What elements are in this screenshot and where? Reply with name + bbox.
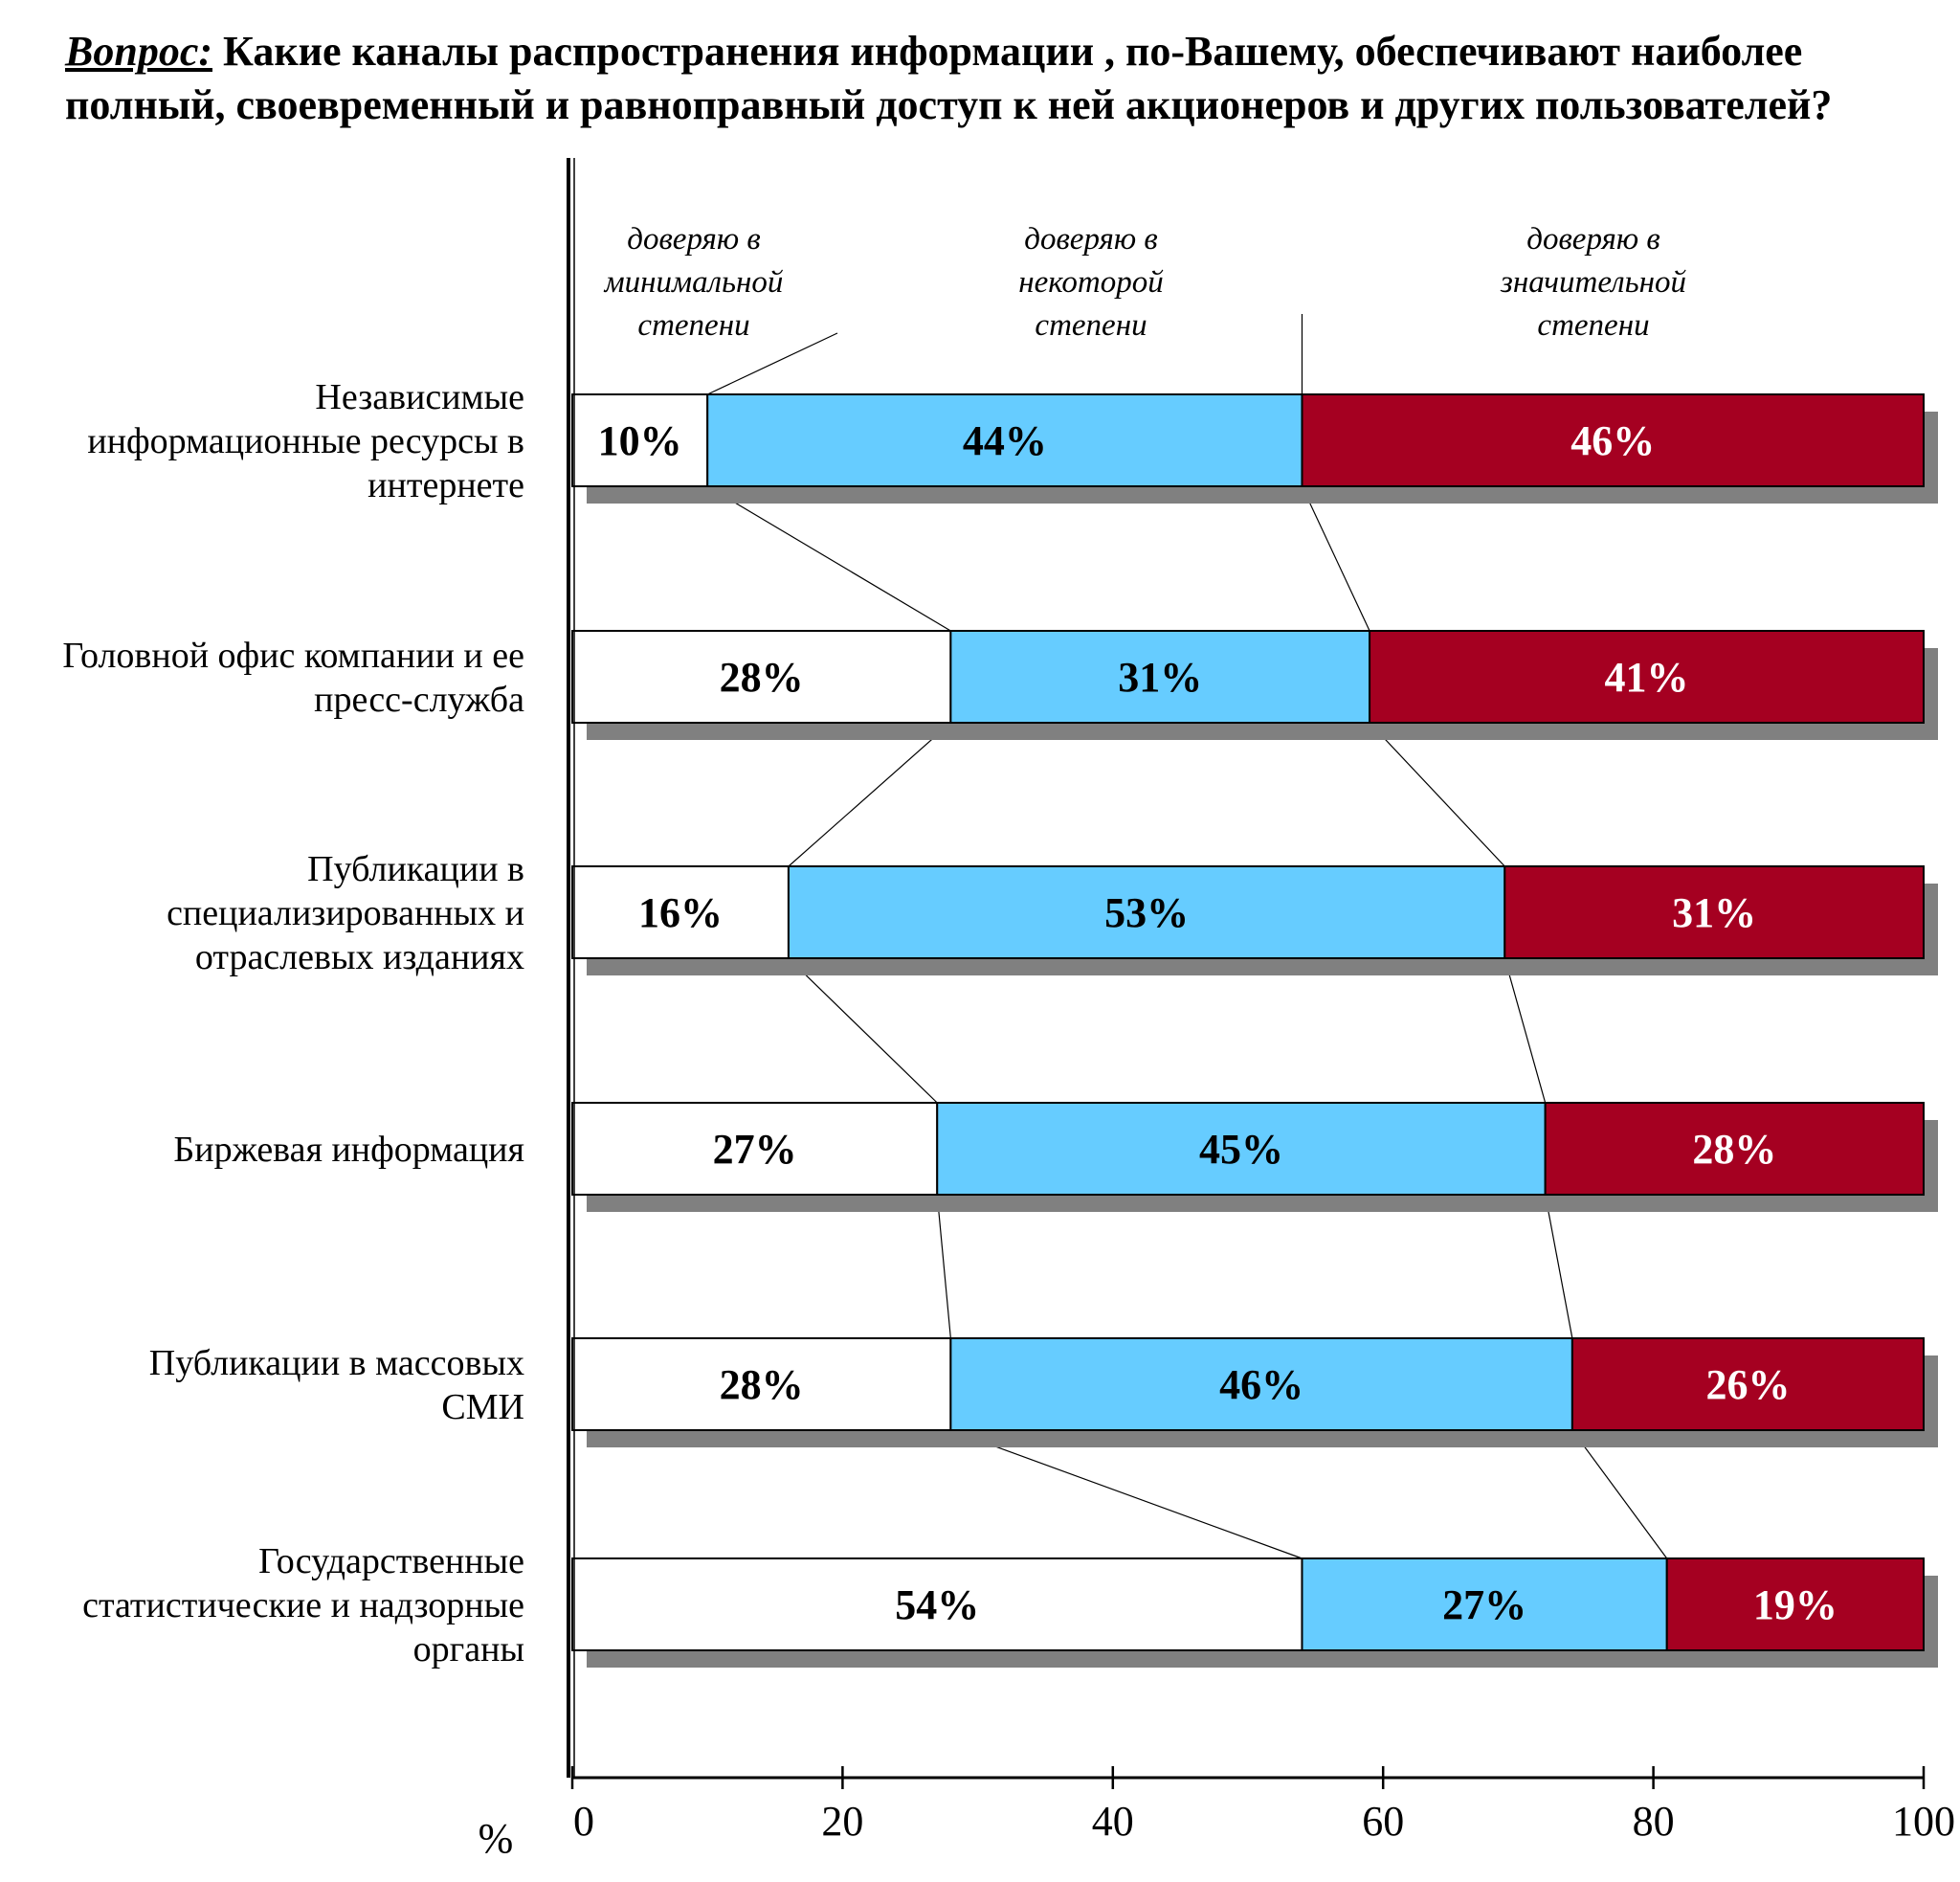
series-header-line: доверяю в [1526, 222, 1659, 257]
series-header-line: доверяю в [627, 222, 760, 257]
category-label-line: статистические и надзорные [82, 1585, 524, 1625]
bar-segment-some [787, 865, 1506, 959]
series-header-line: степени [1035, 308, 1147, 343]
segment-label: 45% [1199, 1126, 1283, 1173]
series-header-significant: доверяю в значительной степени [1500, 222, 1686, 343]
bar-segment-some [949, 630, 1371, 724]
connector-line [1369, 722, 1505, 867]
segment-label: 16% [638, 889, 723, 936]
x-tick-label: 20 [821, 1798, 863, 1845]
bar-segments [571, 393, 1926, 1651]
question-text: Какие каналы распространения информации … [65, 28, 1833, 128]
category-label-line: пресс-служба [314, 680, 524, 720]
segment-label: 46% [1219, 1361, 1303, 1408]
category-label: Независимые информационные ресурсы в интер… [87, 377, 524, 505]
bar-segment-some [936, 1102, 1547, 1196]
series-header-line: значительной [1500, 265, 1686, 300]
category-label-line: информационные ресурсы в [87, 421, 524, 461]
x-tick-label: 40 [1092, 1798, 1134, 1845]
series-header-line: некоторой [1018, 265, 1164, 300]
question-title: Вопрос: Какие каналы распространения инф… [65, 25, 1922, 132]
segment-label: 53% [1104, 889, 1189, 936]
segment-label: 28% [720, 654, 804, 701]
category-label: Государственные статистические и надзорны… [82, 1541, 524, 1669]
category-label-line: Биржевая информация [173, 1130, 524, 1170]
series-header-line: минимальной [604, 265, 784, 300]
connector-line [1571, 1429, 1668, 1559]
bar-segment-minimal [571, 1557, 1303, 1651]
connector-line [1503, 957, 1547, 1104]
segment-label: 46% [1570, 417, 1655, 464]
bar-segment-minimal [571, 1102, 939, 1196]
category-labels: Независимые информационные ресурсы в интер… [62, 377, 524, 1669]
segment-label: 31% [1118, 654, 1202, 701]
bar-shadows [587, 412, 1938, 1668]
segment-label: 54% [895, 1581, 979, 1628]
x-tick-label: 100 [1892, 1798, 1955, 1845]
segment-label: 28% [1692, 1126, 1776, 1173]
connector-line [788, 957, 938, 1104]
category-label: Биржевая информация [173, 1130, 524, 1170]
x-tick-label: 0 [573, 1798, 594, 1845]
segment-label: 27% [1442, 1581, 1526, 1628]
bar-segment-some [949, 1337, 1573, 1431]
segment-label: 31% [1672, 889, 1756, 936]
segment-label: 41% [1605, 654, 1689, 701]
connector-lines [706, 314, 1668, 1559]
header-leader-line [706, 332, 838, 395]
connector-line [936, 1194, 951, 1339]
series-header-line: степени [1537, 308, 1649, 343]
question-label: Вопрос: [65, 28, 212, 75]
category-label-line: Публикации в [307, 849, 524, 889]
category-label-line: интернете [368, 465, 524, 505]
series-header-minimal: доверяю в минимальной степени [604, 222, 784, 343]
bar-segment-minimal [571, 630, 952, 724]
bar-segment-minimal [571, 393, 709, 487]
series-headers: доверяю в минимальной степени доверяю в неко… [604, 222, 1687, 343]
category-label-line: специализированных и [167, 893, 524, 933]
connector-line [1545, 1194, 1573, 1339]
bar-segment-significant [1570, 1337, 1925, 1431]
category-label: Публикации в массовых СМИ [149, 1343, 524, 1427]
category-label-line: органы [413, 1629, 524, 1669]
category-label-line: Головной офис компании и ее [62, 636, 524, 676]
segment-labels: 10% 44% 46% 28% 31% 41% 16% 53% 31% 27% 45% 28% 28% 4… [598, 417, 1838, 1628]
category-label-line: Государственные [258, 1541, 524, 1581]
bar-segment-significant [1369, 630, 1925, 724]
bar-segment-significant [1301, 393, 1925, 487]
series-header-line: доверяю в [1024, 222, 1157, 257]
connector-line [950, 1429, 1303, 1559]
category-label: Публикации в специализированных и отраслев… [167, 849, 524, 977]
series-header-some: доверяю в некоторой степени [1018, 222, 1164, 343]
series-header-line: степени [637, 308, 749, 343]
category-label-line: Публикации в массовых [149, 1343, 524, 1383]
connector-line [706, 485, 951, 632]
bar-segment-significant [1503, 865, 1926, 959]
segment-label: 27% [713, 1126, 797, 1173]
x-tick-label: 60 [1362, 1798, 1404, 1845]
x-axis: 0 20 40 60 80 100% [479, 158, 1955, 1862]
segment-label: 10% [598, 417, 682, 464]
x-axis-label: % [479, 1815, 514, 1862]
bar-segment-minimal [571, 865, 790, 959]
segment-label: 28% [720, 1361, 804, 1408]
bar-segment-significant [1544, 1102, 1925, 1196]
connector-line [1301, 485, 1370, 632]
segment-label: 26% [1705, 1361, 1790, 1408]
segment-label: 19% [1753, 1581, 1838, 1628]
category-label-line: СМИ [441, 1387, 524, 1427]
segment-label: 44% [963, 417, 1047, 464]
category-label-line: Независимые [315, 377, 524, 417]
bar-segment-significant [1665, 1557, 1925, 1651]
bar-segment-minimal [571, 1337, 952, 1431]
x-tick-label: 80 [1633, 1798, 1675, 1845]
category-label-line: отраслевых изданиях [195, 937, 524, 977]
connector-line [788, 722, 951, 867]
category-label: Головной офис компании и ее пресс-служба [62, 636, 524, 720]
